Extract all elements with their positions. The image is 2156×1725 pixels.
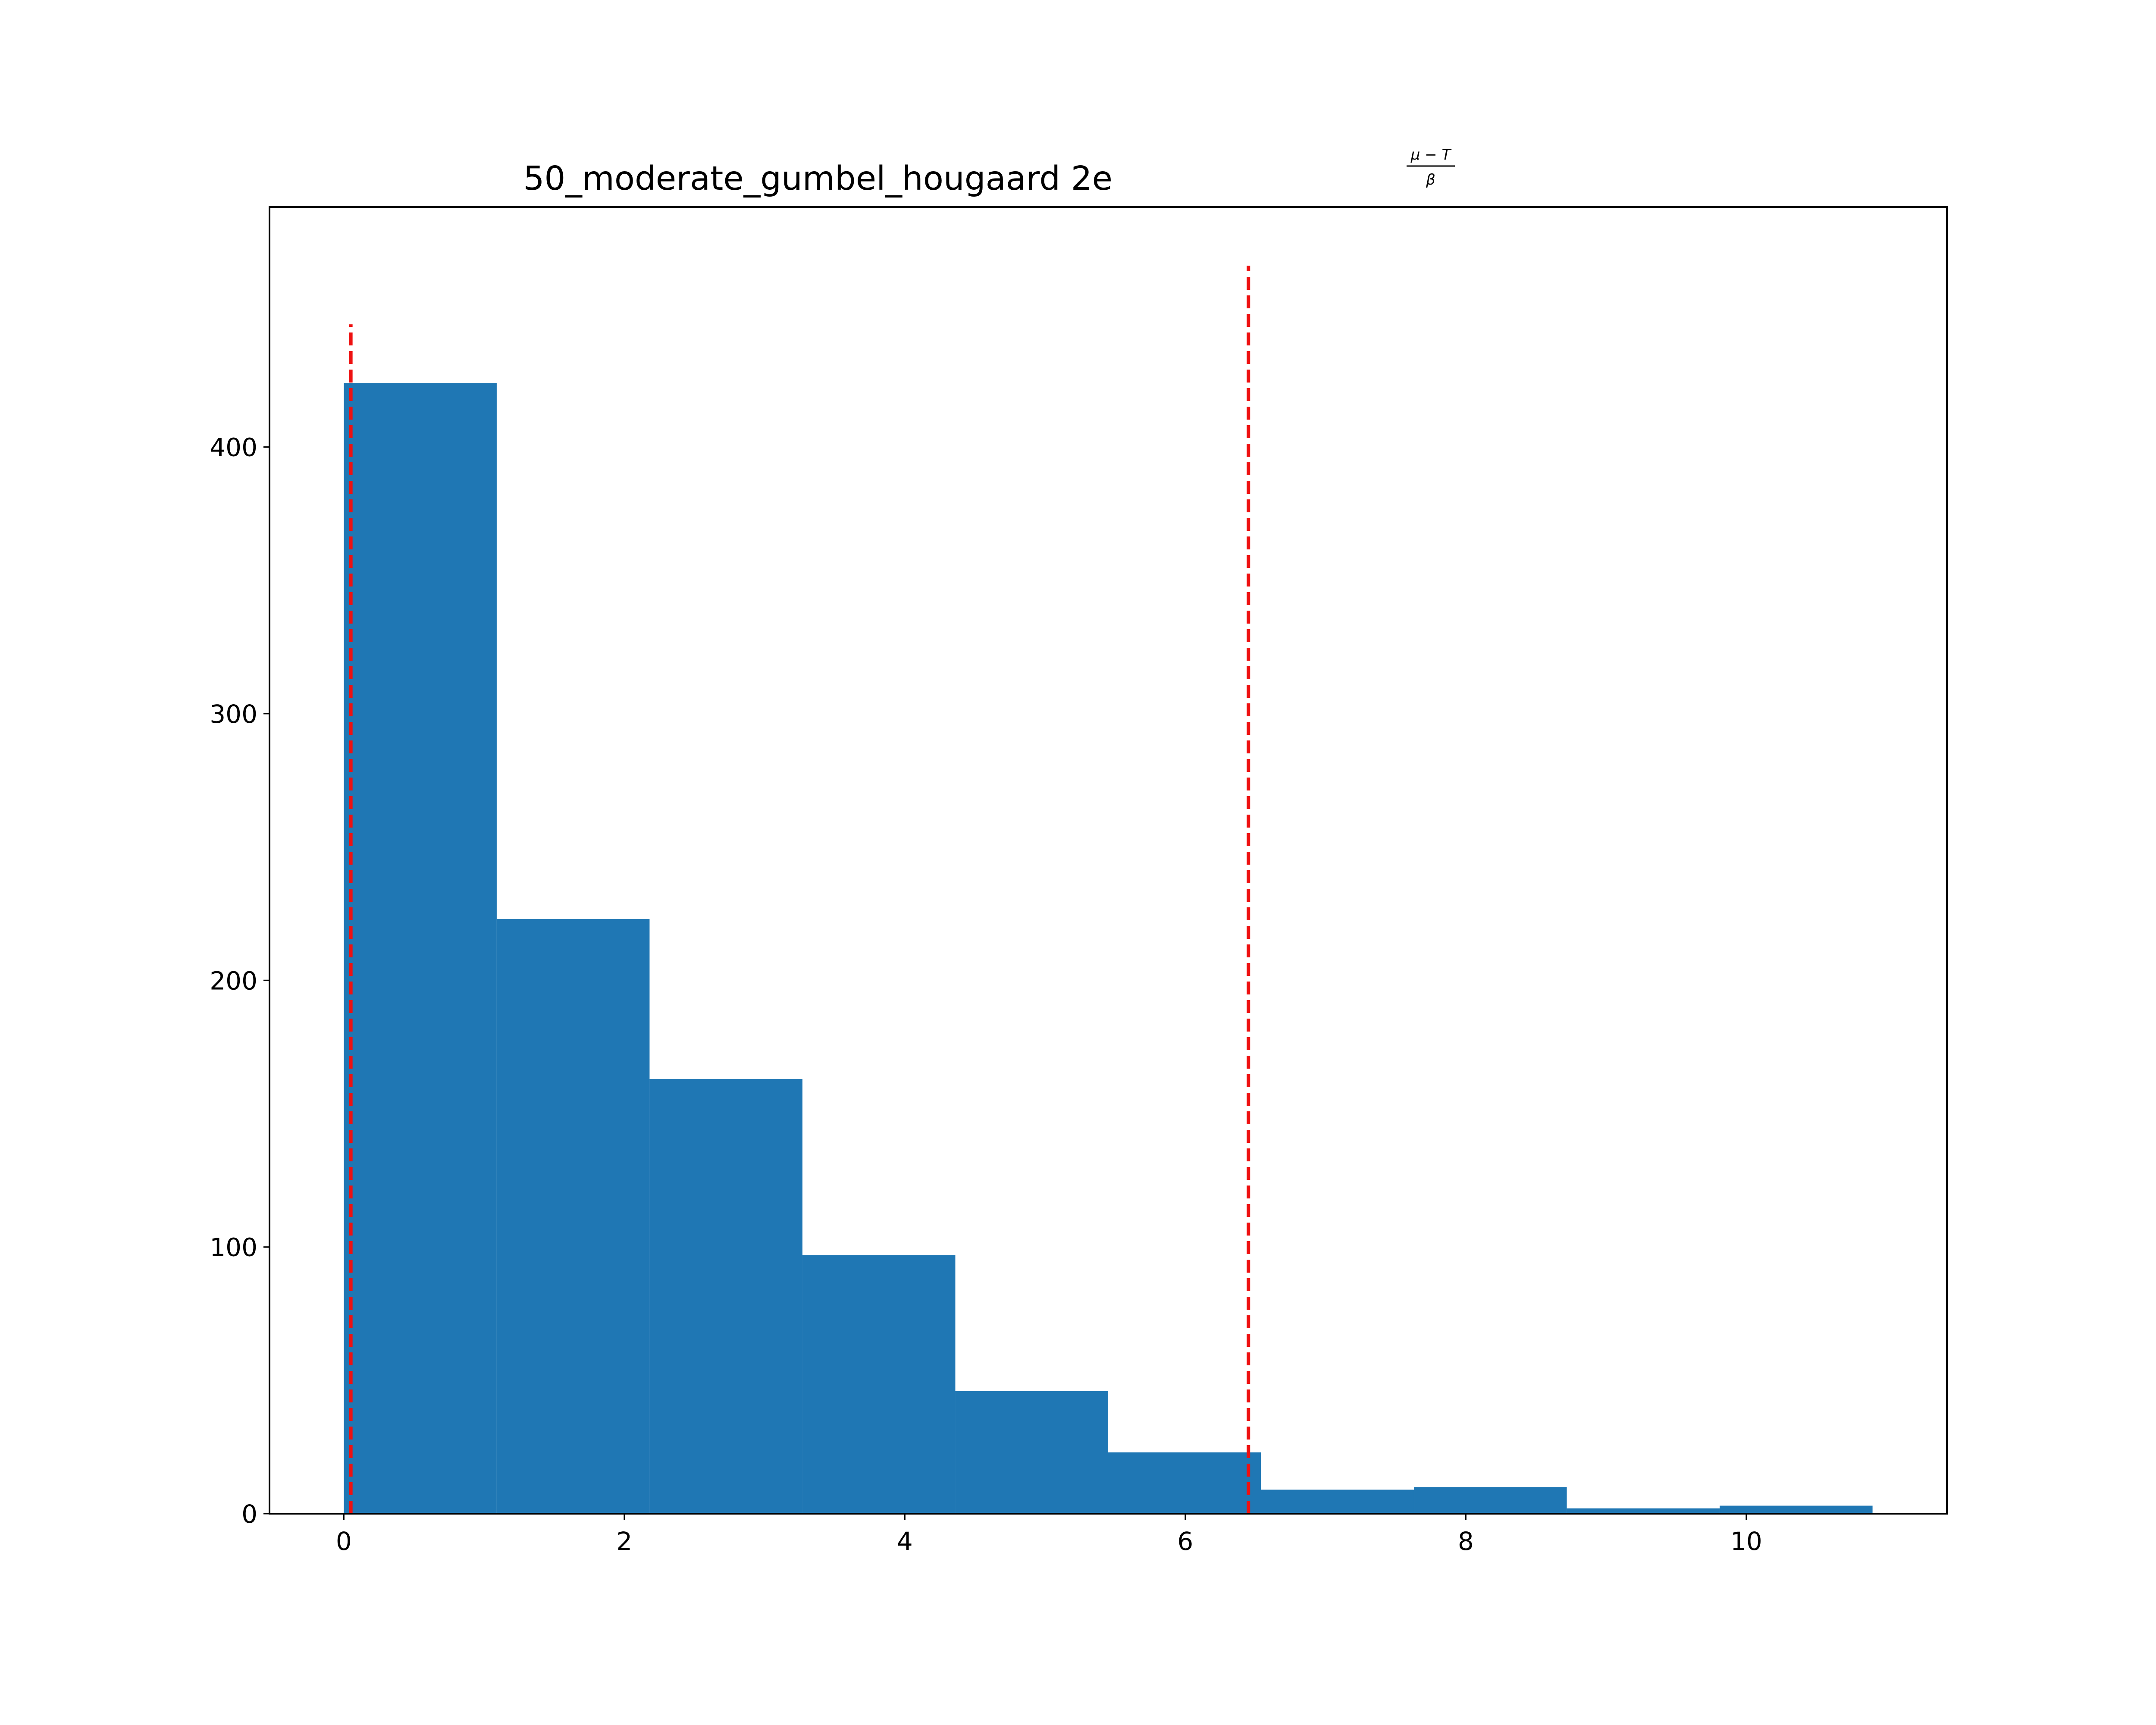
x-tick-label-4: 4	[897, 1527, 913, 1556]
histogram-bar-5	[955, 1391, 1108, 1514]
histogram-bar-7	[1261, 1490, 1414, 1514]
title-exponent-denominator: β	[1426, 171, 1435, 188]
x-tick-label-10: 10	[1730, 1527, 1762, 1556]
x-tick-label-2: 2	[616, 1527, 632, 1556]
histogram-bar-9	[1567, 1508, 1720, 1514]
title-exponent: μ − T β	[1407, 146, 1455, 188]
histogram-bar-8	[1414, 1487, 1567, 1514]
reference-lines-group	[349, 266, 1250, 1514]
histogram-bar-2	[496, 919, 650, 1514]
y-tick-label-200: 200	[210, 966, 257, 995]
histogram-bar-1	[344, 383, 497, 1514]
y-axis-ticks: 0 100 200 300 400	[210, 433, 270, 1529]
y-tick-label-300: 300	[210, 699, 257, 729]
x-axis-ticks: 0 2 4 6 8 10	[336, 1514, 1762, 1556]
title-exponent-numerator: μ − T	[1410, 146, 1452, 163]
axes-frame	[269, 206, 1948, 1515]
y-tick-label-400: 400	[210, 433, 257, 462]
bars-group	[344, 383, 1873, 1514]
chart-title: 50_moderate_gumbel_hougaard 2e	[523, 160, 1112, 198]
x-tick-label-8: 8	[1458, 1527, 1474, 1556]
x-tick-label-0: 0	[336, 1527, 352, 1556]
y-tick-label-100: 100	[210, 1233, 257, 1262]
x-tick-label-6: 6	[1177, 1527, 1193, 1556]
y-tick-label-0: 0	[241, 1499, 257, 1529]
histogram-bar-10	[1720, 1505, 1873, 1514]
histogram-bar-4	[802, 1255, 956, 1514]
histogram-bar-6	[1108, 1452, 1261, 1514]
histogram-bar-3	[649, 1079, 802, 1514]
plot-area: 0 2 4 6 8 10 0 100 200 300 400	[210, 206, 1948, 1556]
